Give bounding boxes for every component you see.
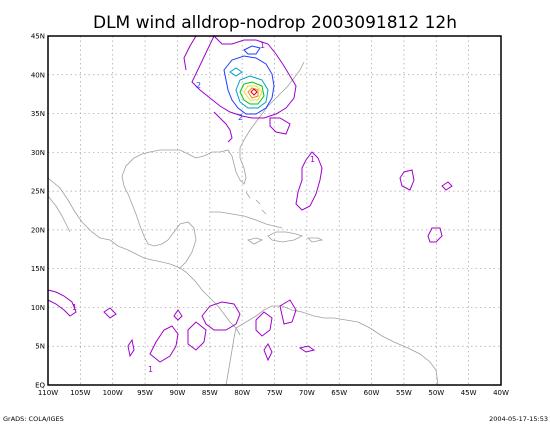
y-tick-label: 15N — [31, 265, 45, 273]
x-tick-label: 95W — [137, 389, 153, 397]
contour-3-b — [229, 67, 243, 77]
x-tick-label: 55W — [396, 389, 412, 397]
contour-label: 1 — [260, 41, 265, 50]
y-tick-label: 10N — [31, 304, 45, 312]
contour-label: 2 — [238, 113, 243, 122]
footer-left: GrADS: COLA/IGES — [3, 415, 64, 423]
x-tick-label: 100W — [103, 389, 123, 397]
coast-bahamas — [245, 191, 267, 215]
x-axis-ticks: 110W 105W 100W 95W 90W 85W 80W 75W 70W 65W 60W 55W 5… — [38, 389, 509, 397]
contour-4 — [239, 81, 265, 105]
footer-right: 2004-05-17-15:53 — [489, 415, 548, 423]
contour-labels: 2 2 1 1 1 1 — [72, 41, 315, 374]
map-title: DLM wind alldrop-nodrop 2003091812 12h — [93, 13, 457, 33]
x-tick-label: 60W — [364, 389, 380, 397]
contour-7 — [250, 88, 258, 96]
contour-1-south-a — [149, 325, 179, 363]
coast-north-america — [47, 61, 305, 336]
contour-2-inner — [243, 45, 261, 55]
x-tick-label: 40W — [493, 389, 509, 397]
coastlines — [47, 61, 439, 386]
coast-puerto-rico — [307, 237, 324, 243]
map-frame — [47, 35, 502, 386]
contour-1-northeast — [183, 35, 297, 119]
x-tick-label: 50W — [428, 389, 444, 397]
y-tick-label: 45N — [31, 33, 45, 41]
contour-6 — [247, 87, 259, 99]
map-panel: 2 2 1 1 1 1 — [47, 35, 502, 386]
graticule — [48, 36, 501, 385]
x-tick-label: 65W — [331, 389, 347, 397]
x-tick-label: 80W — [234, 389, 250, 397]
contour-label: 1 — [72, 303, 77, 312]
x-tick-label: 90W — [170, 389, 186, 397]
coast-baja — [47, 195, 71, 233]
contour-1-small-a — [103, 307, 117, 319]
contour-1-gulf — [269, 117, 291, 135]
contour-1-pacific — [47, 289, 77, 317]
y-tick-label: 25N — [31, 188, 45, 196]
y-axis-ticks: EQ 5N 10N 15N 20N 25N 30N 35N 40N 45N — [31, 33, 46, 390]
contour-1-florida — [213, 111, 233, 143]
contour-1-atlantic-b — [399, 169, 415, 191]
contour-1-south-c — [255, 311, 273, 337]
x-tick-label: 45W — [461, 389, 477, 397]
contour-2-main — [223, 55, 275, 115]
contour-3 — [235, 75, 269, 109]
contour-label: 1 — [310, 155, 315, 164]
coast-hispaniola — [267, 231, 304, 243]
map-background — [48, 36, 501, 385]
contours — [47, 35, 453, 363]
contour-5 — [243, 85, 263, 101]
coast-cuba — [210, 211, 283, 229]
contour-label: 2 — [196, 81, 201, 90]
x-tick-label: 110W — [38, 389, 58, 397]
contour-1-south-e — [263, 343, 273, 362]
contour-1-caribbean — [201, 301, 241, 331]
x-tick-label: 105W — [70, 389, 90, 397]
contour-1-small-c — [127, 338, 135, 358]
y-tick-label: 35N — [31, 110, 45, 118]
y-tick-label: 40N — [31, 71, 45, 79]
x-tick-label: 75W — [267, 389, 283, 397]
coast-jamaica — [247, 237, 264, 245]
contour-label: 1 — [148, 365, 153, 374]
y-tick-label: 20N — [31, 226, 45, 234]
contour-1-south-b — [187, 321, 207, 351]
contour-1-small-b — [173, 309, 183, 321]
contour-1-atlantic-d — [427, 227, 443, 243]
contour-1-atlantic-c — [441, 181, 453, 191]
contour-1-atlantic-a — [295, 151, 323, 211]
contour-1-small-d — [298, 345, 316, 353]
contour-1-south-d — [279, 299, 297, 325]
y-tick-label: 5N — [35, 343, 45, 351]
x-tick-label: 85W — [202, 389, 218, 397]
x-tick-label: 70W — [299, 389, 315, 397]
y-tick-label: 30N — [31, 149, 45, 157]
coast-south-america — [225, 305, 439, 386]
y-tick-label: EQ — [35, 382, 45, 390]
